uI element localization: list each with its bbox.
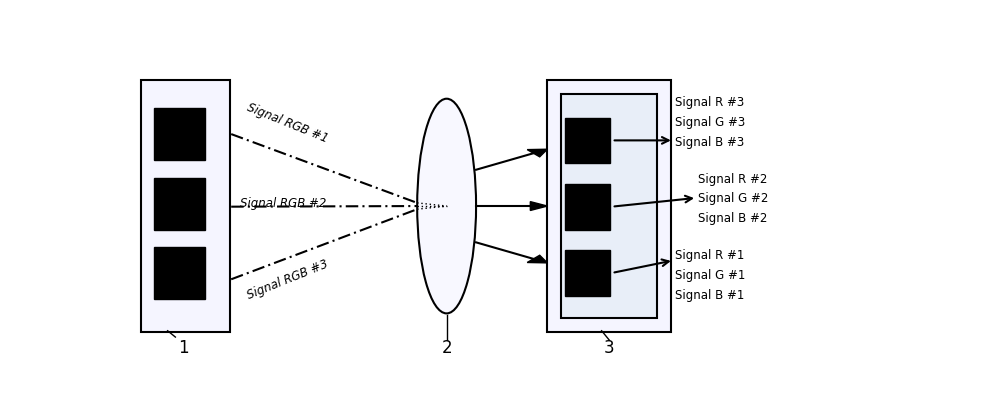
Bar [547, 81, 671, 333]
Text: 1: 1 [178, 338, 188, 356]
Polygon shape [527, 150, 547, 157]
Text: Signal B #1: Signal B #1 [675, 288, 745, 301]
Bar [154, 178, 205, 230]
Text: Signal G #3: Signal G #3 [675, 116, 746, 128]
Text: Signal R #2: Signal R #2 [698, 172, 768, 185]
Bar [140, 81, 230, 333]
Text: Signal RGB #3: Signal RGB #3 [245, 257, 330, 301]
Text: Signal RGB #2: Signal RGB #2 [240, 197, 326, 210]
Polygon shape [530, 202, 547, 211]
Text: Signal RGB #1: Signal RGB #1 [245, 101, 330, 145]
Text: Signal B #3: Signal B #3 [675, 135, 744, 148]
Text: Signal R #1: Signal R #1 [675, 249, 745, 262]
Bar [565, 251, 610, 296]
Text: Signal G #2: Signal G #2 [698, 192, 769, 205]
Text: Signal G #1: Signal G #1 [675, 268, 746, 281]
Ellipse shape [417, 99, 476, 314]
Bar [154, 247, 205, 299]
Bar [561, 95, 657, 318]
Text: Signal B #2: Signal B #2 [698, 211, 768, 225]
Bar [565, 184, 610, 230]
Polygon shape [527, 256, 547, 263]
Text: 3: 3 [604, 338, 615, 356]
Text: Signal R #3: Signal R #3 [675, 96, 744, 109]
Bar [154, 109, 205, 161]
Text: 2: 2 [441, 338, 452, 356]
Bar [565, 118, 610, 164]
